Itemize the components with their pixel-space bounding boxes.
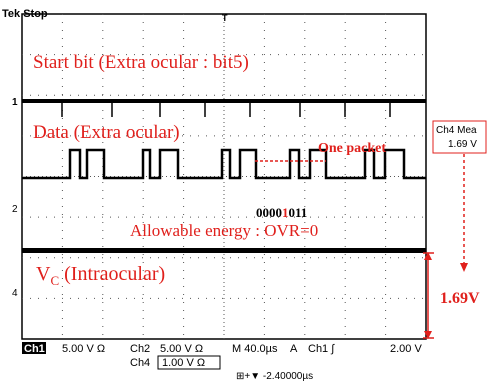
trace: [22, 248, 426, 253]
amplitude-label: 1.69V: [440, 290, 480, 307]
acq: A: [290, 343, 298, 355]
scope-figure: Tek Stop T 1 2 4 Start bit (Extra ocular…: [0, 0, 489, 381]
vc-subscript: C: [50, 273, 59, 288]
measurement-value: 1.69 V: [448, 139, 477, 150]
ch2: Ch2: [130, 343, 150, 355]
start-bit-label: Start bit (Extra ocular : bit5): [33, 52, 249, 73]
ch-marker: 4: [12, 288, 18, 299]
data-label: Data (Extra ocular): [33, 122, 180, 143]
vc-symbol: V: [36, 263, 51, 285]
trigger-marker: T: [222, 13, 228, 23]
bits: 00001011: [256, 205, 307, 220]
ch-marker: 2: [12, 204, 18, 215]
bits: 011: [289, 205, 308, 220]
trigger-level: 2.00 V: [390, 343, 422, 355]
position: ⊞+▼ -2.40000µs: [236, 371, 313, 381]
measurement-label: Ch4 Mea: [436, 125, 477, 136]
vc-rest: (Intraocular): [59, 263, 165, 285]
bits: 0000: [256, 205, 282, 220]
trace: [22, 99, 426, 103]
packet-label: One packet: [318, 141, 386, 156]
ch2-scale: 5.00 V Ω: [160, 343, 203, 355]
ch4: Ch4: [130, 357, 150, 369]
status: Tek Stop: [2, 8, 48, 20]
trigger: Ch1 ∫: [308, 343, 335, 355]
allowable-label: Allowable energy : OVR=0: [130, 221, 318, 240]
ch1-scale: 5.00 V Ω: [62, 343, 105, 355]
ch-marker: 1: [12, 97, 18, 108]
arrow-head: [460, 263, 468, 272]
timebase: M 40.0µs: [232, 343, 278, 355]
ch4-scale: 1.00 V Ω: [162, 357, 205, 369]
ch1: Ch1: [24, 343, 45, 355]
